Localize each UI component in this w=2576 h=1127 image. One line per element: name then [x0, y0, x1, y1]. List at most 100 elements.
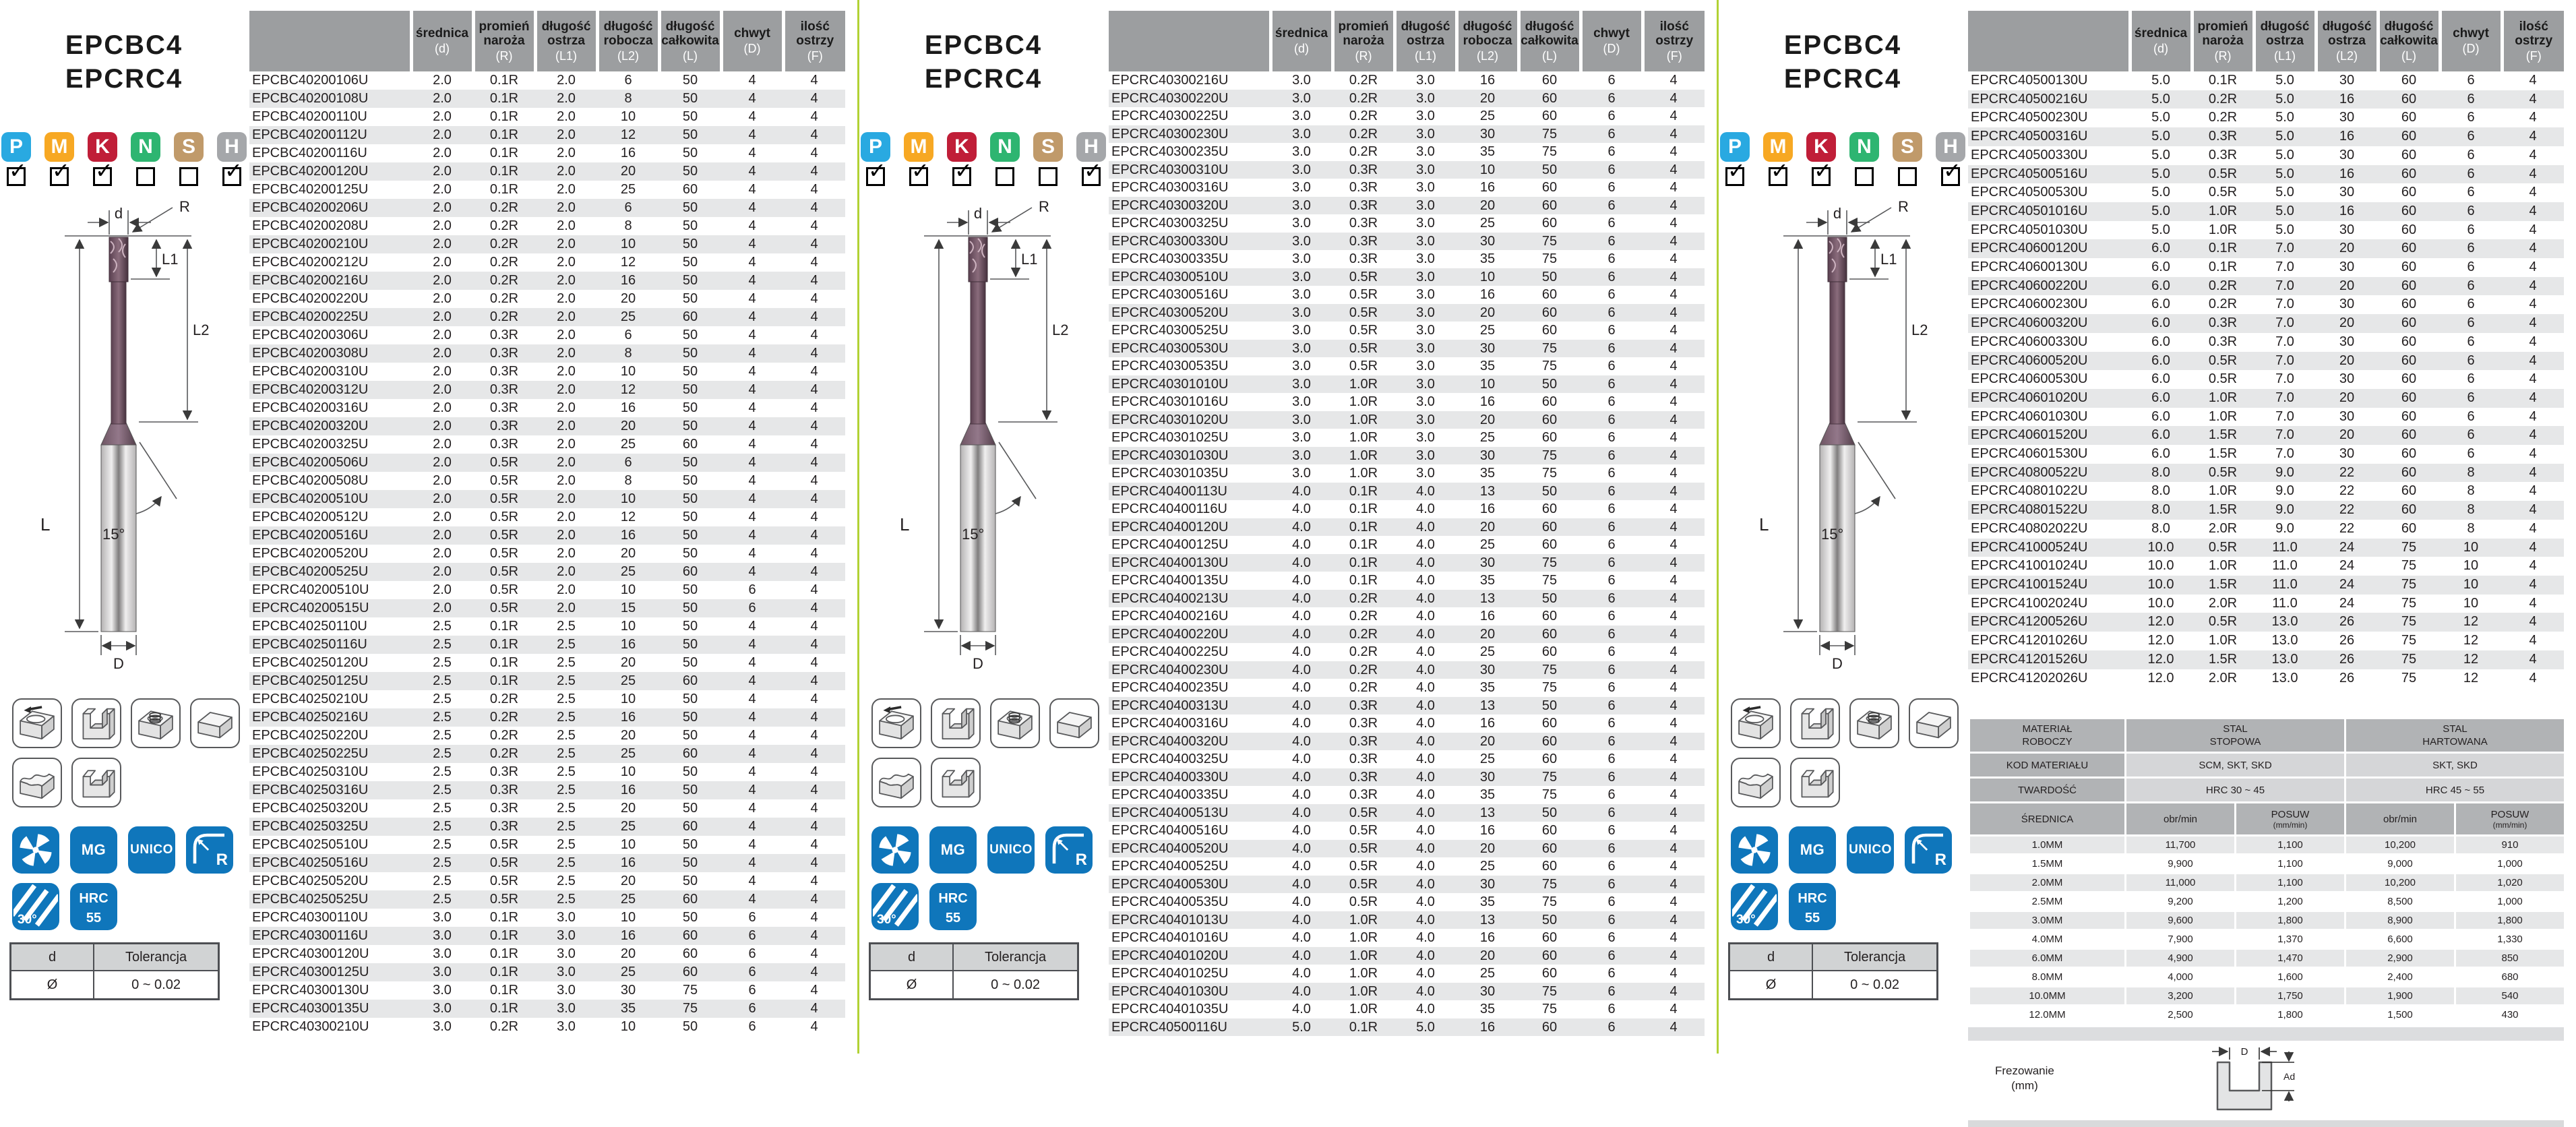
row-value-cell: 6 [2440, 388, 2502, 408]
row-value-cell: 5.0 [1270, 1018, 1332, 1036]
row-key-cell: EPCRC40501030U [1971, 222, 2088, 237]
row-value-cell: 0.1R [1332, 553, 1394, 572]
row-value-cell: 6 [2467, 371, 2475, 387]
row-value-cell: 4.0 [1292, 966, 1311, 981]
row-value-cell: 4 [810, 182, 818, 197]
table-row: EPCBC40250510U 2.5 0.5R 2.5 10 50 4 4 [249, 836, 845, 854]
row-value-cell: 6.0 [2130, 314, 2192, 333]
row-value-cell: 2.5 [433, 692, 452, 706]
row-value-cell: 0.5R [489, 837, 519, 852]
iso-checkbox-m: ✓ [50, 160, 70, 186]
row-value-cell: 0.5R [2192, 351, 2254, 371]
row-value-cell: 2.0 [433, 255, 452, 270]
row-value-cell: 8.0 [2130, 501, 2192, 520]
row-value-cell: 10 [620, 764, 636, 779]
row-value-cell: 60 [1541, 323, 1558, 338]
row-value-cell: 35 [1479, 251, 1496, 266]
row-value-cell: 3.0 [1394, 268, 1456, 286]
row-value-cell: 6 [2467, 334, 2475, 349]
row-key-cell: EPCBC40200510U [249, 490, 411, 508]
row-value-cell: 3.0 [1394, 375, 1456, 393]
table-row: EPCBC40250110U 2.5 0.1R 2.5 10 50 4 4 [249, 617, 845, 636]
row-key-cell: EPCBC40200306U [252, 328, 369, 342]
row-value-cell: 1.0R [1332, 410, 1394, 429]
table-row: EPCRC41201026U 12.0 1.0R 13.0 26 75 12 4 [1968, 632, 2564, 650]
row-value-cell: 4 [748, 473, 756, 488]
row-value-cell: 2.0 [411, 235, 473, 253]
row-value-cell: 25 [1479, 109, 1496, 123]
row-value-cell: 6 [2440, 314, 2502, 333]
row-value-cell: 6 [1607, 109, 1616, 123]
tolerance-col-d: d [1728, 942, 1814, 971]
row-key-cell: EPCRC40601520U [1968, 426, 2130, 446]
row-value-cell: 6 [1581, 911, 1643, 929]
row-key-cell: EPCRC40500230U [1971, 110, 2088, 125]
row-value-cell: 2.5 [411, 708, 473, 727]
table-row: EPCRC40500330U 5.0 0.3R 5.0 30 60 6 4 [1968, 146, 2564, 165]
row-value-cell: 6 [2440, 276, 2502, 296]
table-row: EPCRC40500530U 5.0 0.5R 5.0 30 60 6 4 [1968, 183, 2564, 202]
row-key-cell: EPCBC40200516U [249, 526, 411, 545]
row-value-cell: 12 [2440, 613, 2502, 632]
row-key-cell: EPCRC40300120U [252, 946, 369, 961]
product-series-name-2: EPCRC4 [924, 64, 1043, 94]
iso-letter-n: N [1849, 132, 1879, 162]
row-value-cell: 4 [810, 291, 818, 306]
table-header-row: średnica (d) promień naroża (R) długość os… [249, 11, 845, 71]
row-key-cell: EPCBC40250320U [252, 801, 369, 816]
row-value-cell: 7.0 [2254, 314, 2316, 333]
row-value-cell: 60 [682, 182, 698, 197]
row-value-cell: 5.0 [2275, 185, 2294, 200]
row-value-cell: 75 [659, 1000, 721, 1018]
row-value-cell: 6 [1607, 680, 1616, 695]
row-value-cell: 2.0 [557, 437, 576, 452]
row-value-cell: 25 [597, 745, 659, 763]
row-value-cell: 3.0 [1270, 303, 1332, 322]
row-key-cell: EPCRC40400330U [1109, 768, 1270, 786]
row-value-cell: 6 [1581, 1018, 1643, 1036]
row-value-cell: 4 [1669, 501, 1678, 516]
row-value-cell: 50 [682, 146, 698, 160]
table-row: EPCBC40200312U 2.0 0.3R 2.0 12 50 4 4 [249, 381, 845, 399]
row-value-cell: 4.0 [1416, 966, 1435, 981]
row-value-cell: 6 [1581, 661, 1643, 679]
material-group-hardened-steel: STAL HARTOWANA [2344, 717, 2566, 754]
row-key-cell: 8.0MM [1968, 967, 2126, 987]
row-value-cell: 2.5 [557, 692, 576, 706]
row-value-cell: 4 [1643, 410, 1705, 429]
row-value-cell: 2.5 [411, 818, 473, 836]
row-value-cell: 2.5 [557, 837, 576, 852]
row-value-cell: 6 [721, 963, 783, 981]
row-value-cell: 4 [783, 454, 845, 472]
row-value-cell: 3.0 [1270, 196, 1332, 214]
row-value-cell: 4 [1643, 875, 1705, 893]
row-value-cell: 12 [2440, 650, 2502, 669]
row-value-cell: 6.0 [2151, 260, 2170, 275]
row-key-cell: EPCRC40300220U [1109, 89, 1270, 107]
row-value-cell: 16 [1479, 823, 1496, 838]
row-value-cell: 6 [748, 983, 756, 998]
cutting-parameters-section: MATERIAŁ ROBOCZY STAL STOPOWA STAL HARTO… [1968, 717, 2566, 1127]
row-value-cell: 4 [1669, 609, 1678, 623]
row-value-cell: 2.5 [535, 636, 597, 654]
row-value-cell: 4.0 [1394, 482, 1456, 500]
row-value-cell: 4 [2529, 147, 2537, 162]
row-value-cell: 16 [1479, 180, 1496, 195]
tolerance-value: 0 ~ 0.02 [1812, 970, 1938, 1000]
row-value-cell: 4 [1643, 125, 1705, 143]
row-value-cell: 0.2R [489, 728, 519, 743]
row-value-cell: 5.0 [2130, 127, 2192, 146]
iso-letter-k: K [1806, 132, 1836, 162]
row-key-cell: EPCRC40300210U [252, 1019, 369, 1034]
row-value-cell: 10 [1456, 375, 1519, 393]
row-value-cell: 0.3R [1332, 768, 1394, 786]
row-value-cell: 1.0R [1349, 966, 1378, 981]
row-key-cell: EPCRC41200526U [1968, 613, 2130, 632]
row-key-cell: EPCRC40400516U [1111, 823, 1229, 838]
row-value-cell: 2.0 [433, 364, 452, 379]
row-key-cell: 10.0MM [1968, 985, 2126, 1006]
row-value-cell: 4 [1643, 375, 1705, 393]
row-value-cell: 20 [1456, 625, 1519, 643]
row-value-cell: 2.5 [433, 801, 452, 816]
row-value-cell: 0.5R [1332, 303, 1394, 322]
